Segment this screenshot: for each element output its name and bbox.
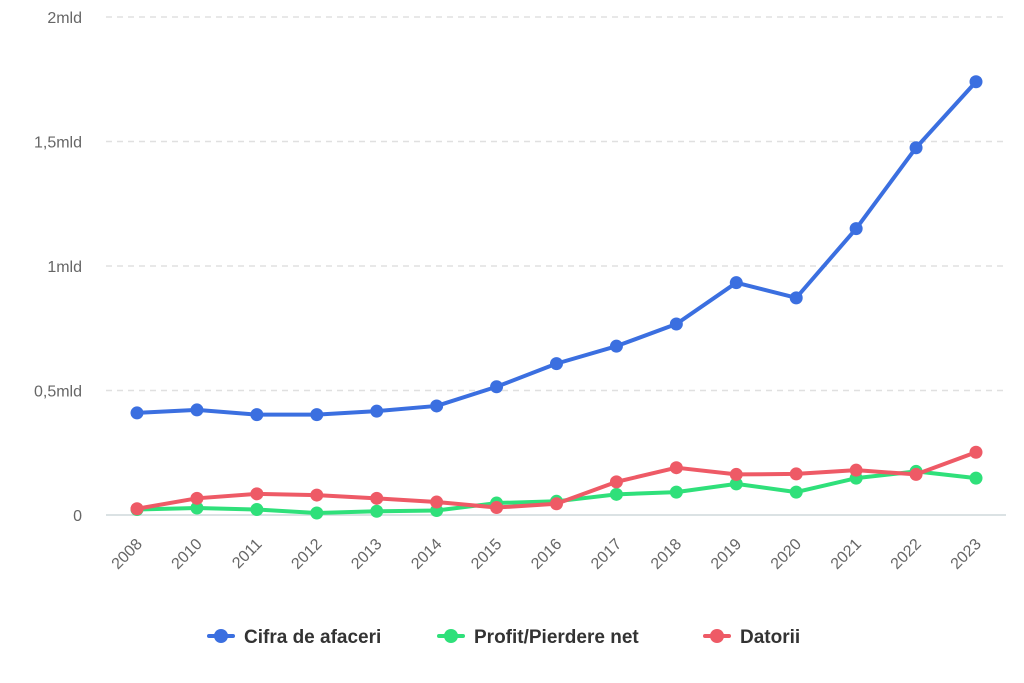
data-point[interactable] <box>669 461 683 475</box>
legend-item[interactable]: Profit/Pierdere net <box>437 627 639 648</box>
series-cifra-de-afaceri <box>130 75 983 422</box>
legend-swatch-marker <box>710 629 724 643</box>
series-datorii <box>130 445 983 516</box>
data-point[interactable] <box>669 317 683 331</box>
data-point[interactable] <box>490 380 504 394</box>
legend-label: Datorii <box>740 627 800 648</box>
data-point[interactable] <box>310 506 324 520</box>
legend-swatch-marker <box>214 629 228 643</box>
data-point[interactable] <box>609 487 623 501</box>
data-point[interactable] <box>490 501 504 515</box>
series-layer <box>130 75 983 520</box>
x-tick-label: 2011 <box>229 536 265 572</box>
data-point[interactable] <box>250 503 264 517</box>
data-point[interactable] <box>909 141 923 155</box>
legend-swatch-marker <box>444 629 458 643</box>
data-point[interactable] <box>190 491 204 505</box>
data-point[interactable] <box>789 485 803 499</box>
x-tick-label: 2023 <box>948 536 985 573</box>
legend-item[interactable]: Cifra de afaceri <box>207 627 381 648</box>
x-tick-label: 2020 <box>768 536 805 573</box>
data-point[interactable] <box>969 471 983 485</box>
y-tick-label: 1mld <box>47 259 82 276</box>
legend: Cifra de afaceri Profit/Pierdere net Dator… <box>207 627 800 648</box>
data-point[interactable] <box>430 399 444 413</box>
x-axis-ticks: 2008 2010 2011 2012 2013 2014 2015 2016 2017 2018… <box>109 536 985 573</box>
legend-label: Profit/Pierdere net <box>474 627 639 648</box>
y-tick-label: 1,5mld <box>34 135 82 152</box>
data-point[interactable] <box>729 467 743 481</box>
data-point[interactable] <box>370 404 384 418</box>
data-point[interactable] <box>849 463 863 477</box>
data-point[interactable] <box>310 408 324 422</box>
x-tick-label: 2010 <box>169 536 206 573</box>
data-point[interactable] <box>370 491 384 505</box>
data-point[interactable] <box>909 467 923 481</box>
data-point[interactable] <box>609 475 623 489</box>
data-point[interactable] <box>190 501 204 515</box>
data-point[interactable] <box>310 488 324 502</box>
y-axis-ticks: 0 0,5mld 1mld 1,5mld 2mld <box>34 10 82 525</box>
legend-label: Cifra de afaceri <box>244 627 381 648</box>
x-tick-label: 2022 <box>888 536 925 573</box>
y-tick-label: 0,5mld <box>34 384 82 401</box>
grid-layer <box>106 16 1006 516</box>
x-tick-label: 2017 <box>588 536 625 573</box>
data-point[interactable] <box>849 222 863 236</box>
data-point[interactable] <box>669 485 683 499</box>
x-tick-label: 2019 <box>708 536 745 573</box>
x-tick-label: 2014 <box>408 536 445 573</box>
y-tick-label: 2mld <box>47 10 82 27</box>
data-point[interactable] <box>250 408 264 422</box>
data-point[interactable] <box>609 339 623 353</box>
data-point[interactable] <box>729 477 743 491</box>
x-tick-label: 2021 <box>828 536 865 573</box>
x-tick-label: 2013 <box>348 536 385 573</box>
legend-item[interactable]: Datorii <box>703 627 800 648</box>
data-point[interactable] <box>789 467 803 481</box>
data-point[interactable] <box>430 495 444 509</box>
data-point[interactable] <box>789 291 803 305</box>
x-tick-label: 2018 <box>648 536 685 573</box>
data-point[interactable] <box>130 406 144 420</box>
data-point[interactable] <box>250 487 264 501</box>
data-point[interactable] <box>130 502 144 516</box>
data-point[interactable] <box>190 403 204 417</box>
data-point[interactable] <box>370 504 384 518</box>
data-point[interactable] <box>550 357 563 371</box>
y-tick-label: 0 <box>73 508 82 525</box>
data-point[interactable] <box>969 75 983 89</box>
x-tick-label: 2016 <box>528 536 565 573</box>
data-point[interactable] <box>550 497 563 511</box>
data-point[interactable] <box>969 445 983 459</box>
data-point[interactable] <box>729 276 743 290</box>
x-tick-label: 2015 <box>468 536 505 573</box>
x-tick-label: 2012 <box>288 536 325 573</box>
x-tick-label: 2008 <box>109 536 146 573</box>
